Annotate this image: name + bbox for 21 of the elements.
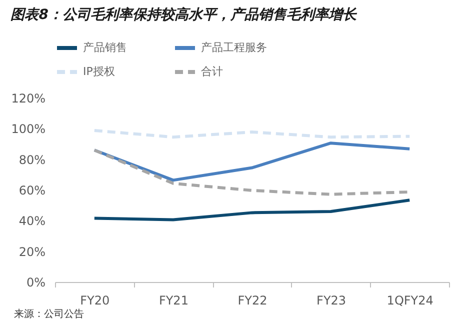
legend-label: 产品销售 [83, 41, 127, 54]
y-tick-label: 80% [18, 152, 46, 167]
legend-label: IP授权 [83, 65, 115, 78]
y-tick-label: 100% [11, 122, 46, 136]
line-series [92, 129, 412, 139]
x-tick-label: 1QFY24 [386, 294, 434, 308]
y-tick-label: 40% [18, 214, 46, 228]
y-tick-label: 60% [18, 184, 46, 198]
x-tick-label: FY22 [238, 294, 268, 308]
source-note: 来源：公司公告 [13, 308, 85, 321]
y-tick-label: 0% [26, 276, 46, 290]
y-tick-label: 120% [11, 92, 46, 106]
legend-label: 产品工程服务 [201, 41, 267, 54]
legend-label: 合计 [201, 65, 223, 78]
y-tick-label: 20% [18, 244, 46, 259]
chart-title: 图表8：公司毛利率保持较高水平，产品销售毛利率增长 [10, 6, 358, 23]
x-tick-label: FY20 [80, 294, 110, 308]
x-tick-label: FY23 [316, 294, 346, 308]
line-series [92, 142, 412, 182]
line-series [92, 198, 412, 222]
x-tick-label: FY21 [158, 294, 188, 308]
